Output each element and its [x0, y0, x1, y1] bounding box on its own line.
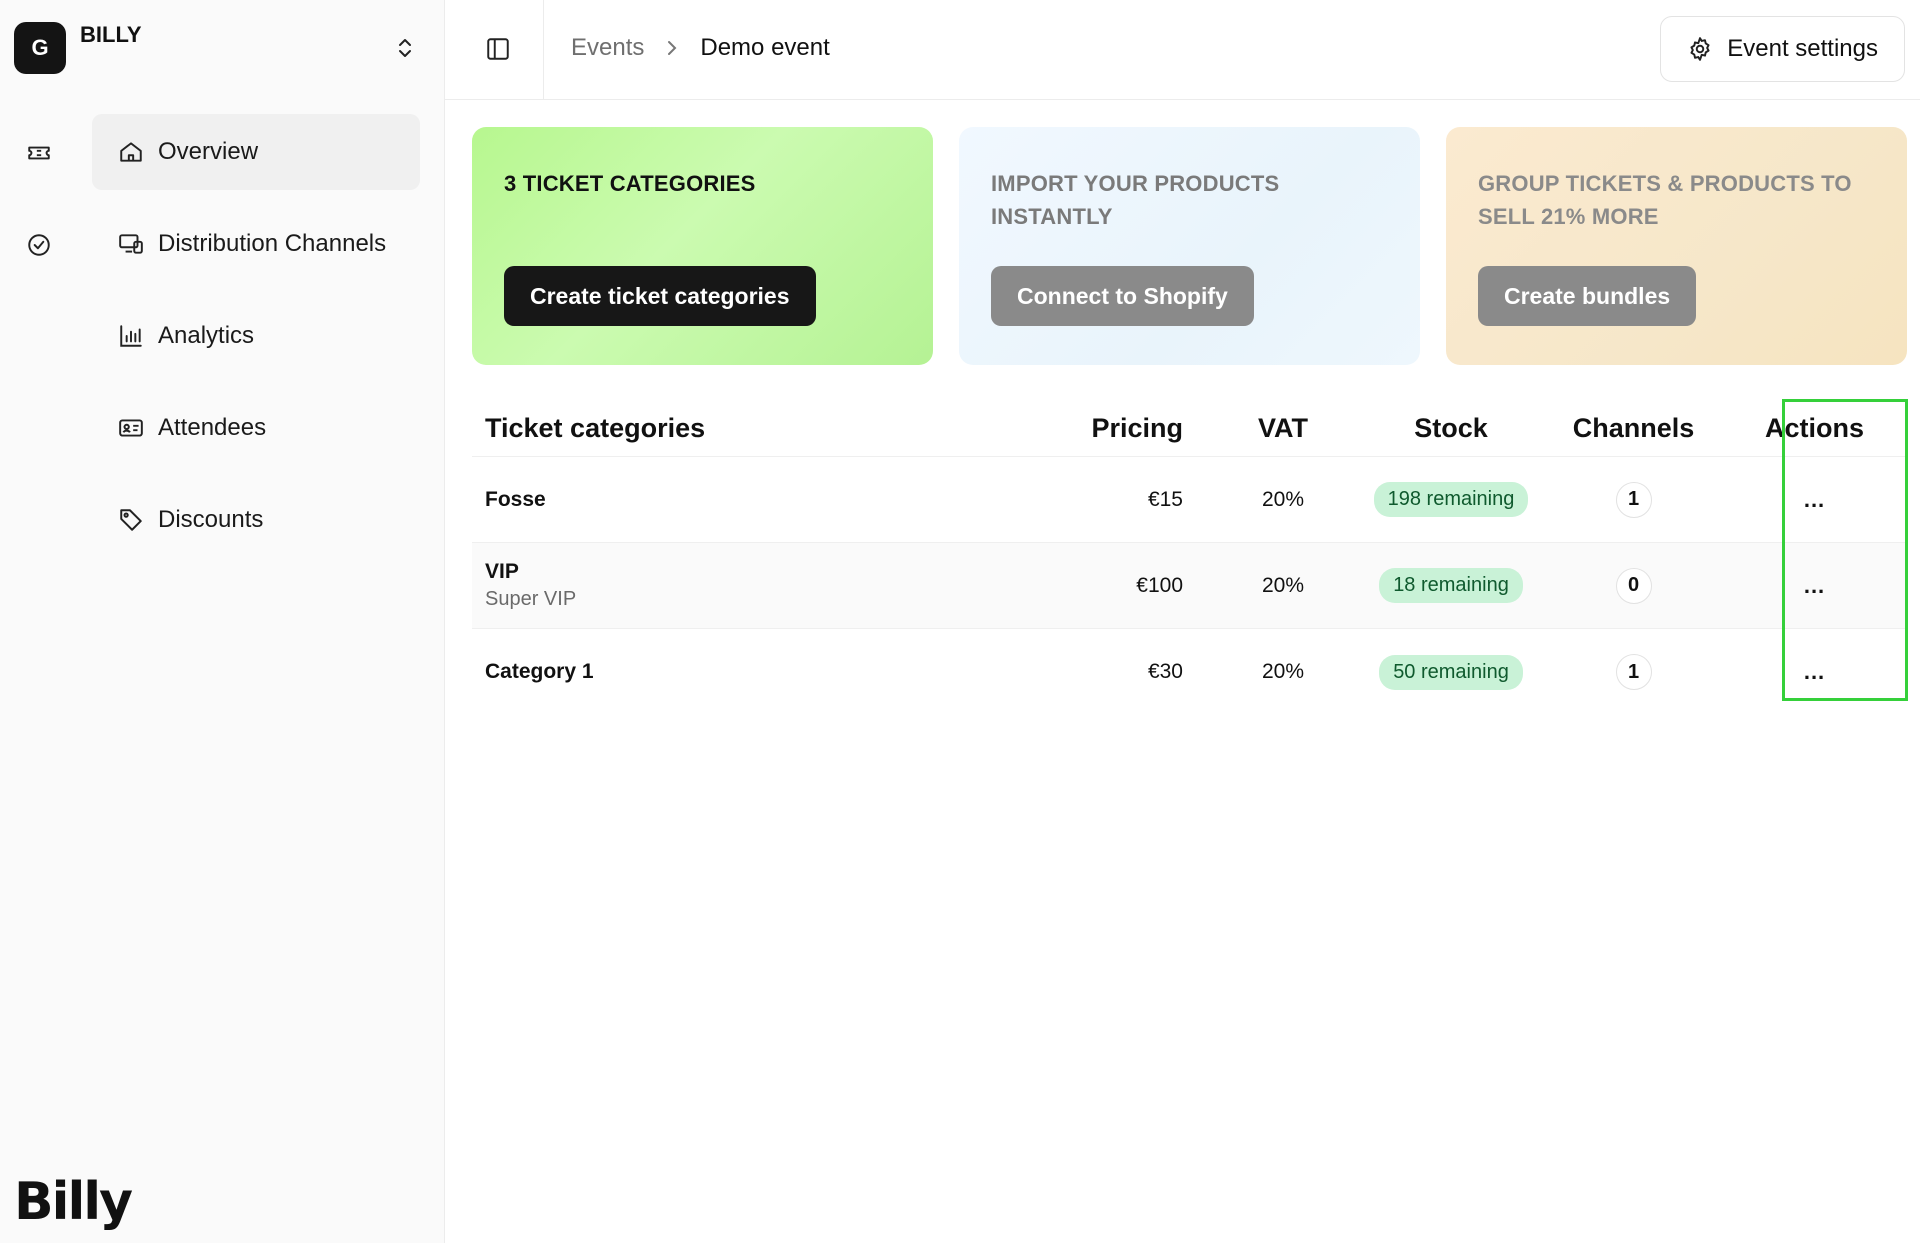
tag-icon — [120, 509, 142, 531]
category-description: Super VIP — [485, 588, 577, 610]
category-price: €15 — [1147, 487, 1183, 511]
nav-item-distribution-channels[interactable]: Distribution Channels — [92, 206, 420, 282]
nav-label: Discounts — [158, 506, 264, 533]
nav-item-overview[interactable]: Overview — [92, 114, 420, 190]
header-pricing: Pricing — [1091, 412, 1183, 443]
header-vat: VAT — [1258, 412, 1308, 443]
org-name: BILLY — [80, 22, 142, 47]
channel-count: 0 — [1615, 567, 1652, 604]
stock-badge: 50 remaining — [1379, 654, 1523, 690]
topbar: Events Demo event Event settings — [445, 0, 1920, 100]
promo-title: GROUP TICKETS & PRODUCTS TO SELL 21% MOR… — [1478, 171, 1852, 229]
nav-label: Distribution Channels — [158, 230, 387, 257]
id-card-icon — [119, 419, 143, 437]
org-switcher[interactable]: G BILLY — [14, 22, 142, 74]
category-vat: 20% — [1261, 660, 1305, 683]
ticket-categories-table: Ticket categories Pricing VAT Stock Chan… — [472, 400, 1905, 715]
channel-count: 1 — [1615, 654, 1652, 690]
nav-label: Analytics — [158, 322, 255, 349]
sidebar-toggle-icon[interactable] — [485, 36, 511, 62]
devices-icon — [119, 234, 143, 254]
table-header: Ticket categories Pricing VAT Stock Chan… — [472, 400, 1905, 457]
category-name: VIP — [485, 560, 519, 583]
bar-chart-icon — [120, 325, 142, 347]
check-badge-icon[interactable] — [26, 232, 52, 258]
promo-title: 3 TICKET CATEGORIES — [504, 171, 756, 196]
row-actions-button[interactable]: ... — [1803, 572, 1826, 598]
home-icon — [120, 142, 142, 162]
stock-badge: 198 remaining — [1373, 482, 1529, 517]
category-vat: 20% — [1261, 573, 1305, 597]
channel-count: 1 — [1615, 481, 1652, 518]
table-row[interactable]: Category 1 €30 20% 50 remaining 1 ... — [472, 629, 1905, 715]
promo-shopify: IMPORT YOUR PRODUCTS INSTANTLY Connect t… — [959, 127, 1420, 365]
row-actions-button[interactable]: ... — [1803, 659, 1826, 684]
breadcrumb-current: Demo event — [700, 34, 830, 61]
header-stock: Stock — [1414, 412, 1488, 443]
ticket-icon[interactable] — [26, 140, 52, 166]
create-ticket-categories-button[interactable]: Create ticket categories — [504, 266, 816, 326]
promo-bundles: GROUP TICKETS & PRODUCTS TO SELL 21% MOR… — [1446, 127, 1907, 365]
connect-shopify-button[interactable]: Connect to Shopify — [991, 266, 1254, 326]
nav-item-attendees[interactable]: Attendees — [92, 390, 420, 466]
topbar-divider — [543, 0, 544, 100]
nav-label: Overview — [158, 138, 259, 165]
nav-item-discounts[interactable]: Discounts — [92, 482, 420, 558]
table-row[interactable]: VIP Super VIP €100 20% 18 remaining 0 ..… — [472, 543, 1905, 629]
nav-label: Attendees — [158, 414, 267, 441]
stock-badge: 18 remaining — [1379, 568, 1523, 603]
header-channels: Channels — [1572, 412, 1695, 443]
org-avatar: G — [14, 22, 66, 74]
promo-title: IMPORT YOUR PRODUCTS INSTANTLY — [991, 171, 1280, 229]
breadcrumb: Events Demo event — [571, 34, 830, 62]
gear-icon — [1690, 37, 1710, 61]
nav-item-analytics[interactable]: Analytics — [92, 298, 420, 374]
category-price: €100 — [1136, 573, 1183, 597]
header-actions: Actions — [1764, 412, 1864, 443]
category-name: Fosse — [485, 487, 546, 511]
create-bundles-button[interactable]: Create bundles — [1478, 266, 1697, 326]
brand-logo: Billy — [14, 1172, 133, 1232]
table-row[interactable]: Fosse €15 20% 198 remaining 1 ... — [472, 457, 1905, 543]
category-price: €30 — [1147, 660, 1183, 683]
category-vat: 20% — [1261, 487, 1305, 511]
row-actions-button[interactable]: ... — [1803, 486, 1826, 512]
promo-ticket-categories: 3 TICKET CATEGORIES Create ticket catego… — [472, 127, 933, 365]
sidebar: G BILLY Overview Distribution Channels A… — [0, 0, 445, 1243]
chevron-right-icon — [668, 41, 677, 55]
event-settings-button[interactable]: Event settings — [1660, 16, 1905, 82]
header-name: Ticket categories — [485, 412, 706, 443]
event-settings-label: Event settings — [1727, 35, 1878, 62]
chevron-up-down-icon[interactable] — [395, 36, 415, 60]
main-nav: Overview Distribution Channels Analytics… — [92, 114, 420, 574]
category-name: Category 1 — [485, 660, 594, 683]
breadcrumb-events[interactable]: Events — [571, 34, 645, 61]
